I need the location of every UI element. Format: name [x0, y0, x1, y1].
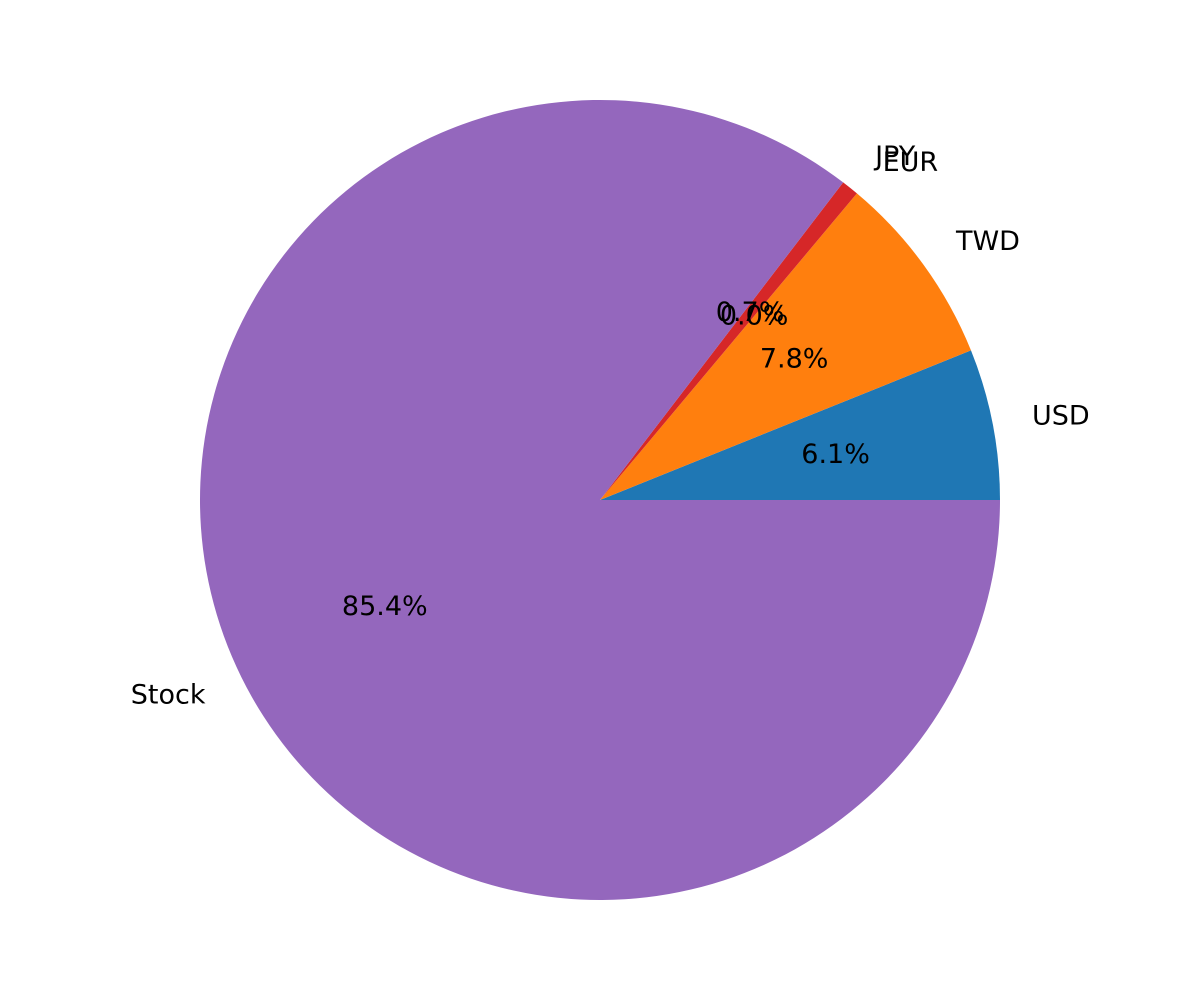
pct-label-eur: 0.0%	[720, 301, 789, 332]
slice-label-usd: USD	[1032, 401, 1090, 432]
labels-layer: USD 6.1% TWD 7.8% EUR 0.0% JPY 0.7% Stock 85.4%	[131, 141, 1090, 710]
slice-label-twd: TWD	[955, 226, 1020, 257]
pct-label-usd: 6.1%	[801, 439, 870, 470]
pct-label-twd: 7.8%	[760, 343, 829, 374]
pct-label-jpy: 0.7%	[716, 297, 785, 328]
pie-slice-twd	[600, 193, 971, 500]
slice-label-jpy: JPY	[873, 141, 916, 172]
slice-label-stock: Stock	[131, 679, 206, 710]
slice-label-eur: EUR	[883, 147, 939, 178]
pie-slice-stock	[200, 100, 1001, 901]
slices-layer	[200, 100, 1001, 901]
pie-slice-jpy	[600, 182, 857, 500]
pct-label-stock: 85.4%	[342, 591, 428, 622]
pie-slice-usd	[600, 350, 1001, 500]
